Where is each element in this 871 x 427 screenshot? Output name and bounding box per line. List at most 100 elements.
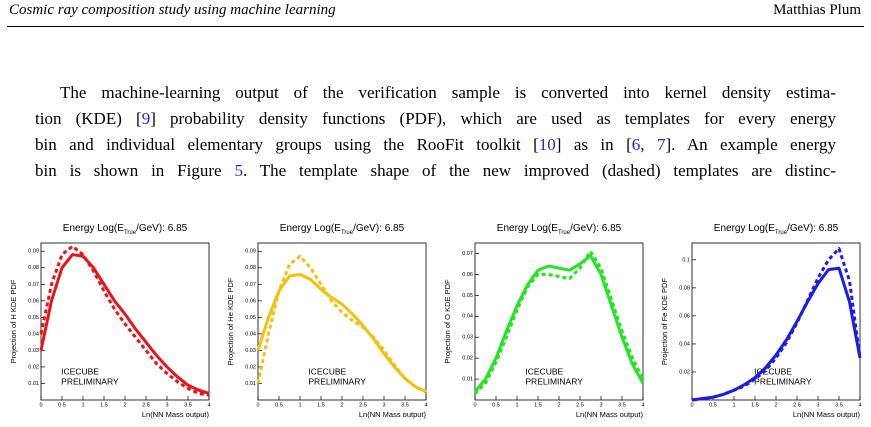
citation-link[interactable]: 5 xyxy=(234,161,243,180)
citation-link[interactable]: 6 xyxy=(631,135,641,154)
x-tick-label: 1 xyxy=(515,402,518,408)
y-tick-label: 0.05 xyxy=(28,315,39,321)
kde-curve xyxy=(39,253,210,395)
x-tick-label: 1.5 xyxy=(534,402,542,408)
x-tick-label: 0 xyxy=(690,402,693,408)
kde-curve xyxy=(473,254,645,393)
x-tick-label: 2 xyxy=(340,402,343,408)
title-part: True xyxy=(124,230,137,236)
y-tick-label: 0.01 xyxy=(28,381,39,387)
x-tick-label: 4 xyxy=(207,402,210,408)
paragraph: The machine-learning output of the verif… xyxy=(35,80,836,184)
x-tick-label: 1.5 xyxy=(751,402,759,408)
annotation: ICECUBE xyxy=(525,366,563,376)
chart-title: Energy Log(ETrue/GeV): 6.85 xyxy=(63,223,188,236)
running-title: Cosmic ray composition study using machi… xyxy=(9,2,336,18)
x-tick-label: 3.5 xyxy=(401,402,409,408)
y-tick-label: 0.06 xyxy=(28,298,39,304)
y-tick-label: 0.03 xyxy=(245,348,256,354)
y-tick-label: 0.02 xyxy=(462,356,473,362)
chart: Energy Log(ETrue/GeV): 6.85 0.02 0.04 0.06 0… xyxy=(660,223,862,419)
annotation: PRELIMINARY xyxy=(308,376,366,386)
x-axis-label: Ln(NN Mass output) xyxy=(793,410,861,419)
y-tick-label: 0.04 xyxy=(245,331,256,337)
y-axis-label: Projection of He KDE PDF xyxy=(226,277,235,365)
text: bin and individual elementary groups usi… xyxy=(35,135,539,154)
x-tick-label: 1.5 xyxy=(317,402,325,408)
y-tick-label: 0.05 xyxy=(245,315,256,321)
x-tick-label: 0 xyxy=(473,402,476,408)
header-rule xyxy=(7,26,864,27)
annotation: PRELIMINARY xyxy=(525,376,583,386)
text: ] as in [ xyxy=(555,135,632,154)
x-tick-label: 4 xyxy=(858,402,861,408)
kde-curve xyxy=(39,244,210,397)
x-tick-label: 2 xyxy=(123,402,126,408)
text: bin is shown in Figure xyxy=(35,161,235,180)
y-tick-label: 0.05 xyxy=(462,293,473,299)
x-tick-label: 3 xyxy=(165,402,168,408)
title-part: Energy Log(E xyxy=(497,223,558,234)
x-tick-label: 0.5 xyxy=(492,402,500,408)
x-tick-label: 3.5 xyxy=(184,402,192,408)
x-tick-label: 2.5 xyxy=(576,402,584,408)
title-part: Energy Log(E xyxy=(63,223,124,234)
text: tion (KDE) [ xyxy=(35,109,142,128)
chart: Energy Log(ETrue/GeV): 6.85 0.01 0.02 0.03 0… xyxy=(443,223,645,419)
text: ]. An example energy xyxy=(665,135,836,154)
chart-title: Energy Log(ETrue/GeV): 6.85 xyxy=(497,223,622,236)
y-tick-label: 0.02 xyxy=(28,364,39,370)
chart-title: Energy Log(ETrue/GeV): 6.85 xyxy=(714,223,839,236)
text-line: bin is shown in Figure 5. The template s… xyxy=(35,158,836,184)
y-tick-label: 0.04 xyxy=(28,331,39,337)
y-axis-label: Projection of H KDE PDF xyxy=(9,279,18,363)
citation-link[interactable]: 9 xyxy=(141,109,151,128)
x-tick-label: 1 xyxy=(298,402,301,408)
y-tick-label: 0.02 xyxy=(245,364,256,370)
x-tick-label: 3 xyxy=(816,402,819,408)
y-tick-label: 0.03 xyxy=(462,335,473,341)
y-tick-label: 0.09 xyxy=(28,249,39,255)
text: . The template shape of the new improved… xyxy=(242,161,836,180)
y-tick-label: 0.07 xyxy=(462,251,473,257)
text: ] probability density functions (PDF), w… xyxy=(150,109,836,128)
x-tick-label: 0.5 xyxy=(275,402,283,408)
kde-curve xyxy=(256,254,427,394)
kde-curve xyxy=(473,249,645,395)
figure: Energy Log(ETrue/GeV): 6.850.010.020.030… xyxy=(9,223,862,419)
x-tick-label: 4 xyxy=(641,402,644,408)
x-tick-label: 4 xyxy=(424,402,427,408)
x-tick-label: 1 xyxy=(81,402,84,408)
x-tick-label: 1 xyxy=(732,402,735,408)
title-part: True xyxy=(775,230,788,236)
title-part: True xyxy=(558,230,571,236)
x-axis-label: Ln(NN Mass output) xyxy=(142,410,210,419)
x-tick-label: 2.5 xyxy=(359,402,367,408)
kde-curve xyxy=(691,247,862,402)
title-part: /GeV): 6.85 xyxy=(787,223,839,234)
title-part: /GeV): 6.85 xyxy=(136,223,188,234)
text-line: tion (KDE) [9] probability density funct… xyxy=(35,106,836,132)
y-tick-label: 0.08 xyxy=(245,265,256,271)
x-tick-label: 0.5 xyxy=(58,402,66,408)
y-tick-label: 0.06 xyxy=(245,298,256,304)
citation-link[interactable]: 10 xyxy=(538,135,556,154)
text: , xyxy=(640,135,657,154)
title-part: /GeV): 6.85 xyxy=(353,223,405,234)
y-tick-label: 0.04 xyxy=(679,341,690,347)
text: The machine-learning output of the verif… xyxy=(60,83,836,102)
annotation: PRELIMINARY xyxy=(754,376,812,386)
chart-title: Energy Log(ETrue/GeV): 6.85 xyxy=(280,223,405,236)
text-line: bin and individual elementary groups usi… xyxy=(35,132,836,158)
x-axis-label: Ln(NN Mass output) xyxy=(359,410,427,419)
title-part: True xyxy=(341,230,354,236)
x-tick-label: 0 xyxy=(39,402,42,408)
citation-link[interactable]: 7 xyxy=(656,135,666,154)
title-part: Energy Log(E xyxy=(280,223,341,234)
title-part: /GeV): 6.85 xyxy=(570,223,622,234)
y-tick-label: 0.07 xyxy=(245,282,256,288)
y-tick-label: 0.07 xyxy=(28,282,39,288)
chart: Energy Log(ETrue/GeV): 6.85 0.01 0.02 0.03 0… xyxy=(9,223,211,419)
y-tick-label: 0.1 xyxy=(682,257,690,263)
